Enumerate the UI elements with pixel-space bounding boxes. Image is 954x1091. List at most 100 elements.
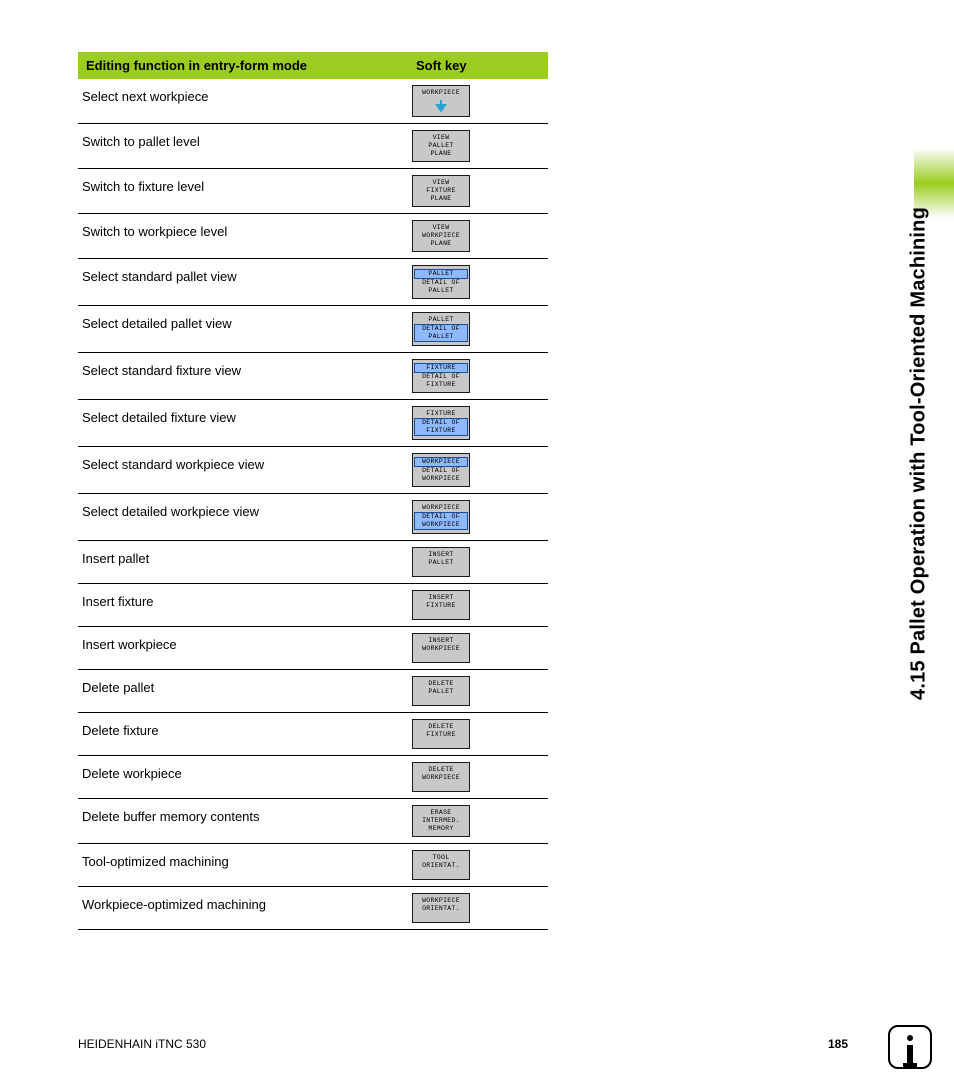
softkey-line: PALLET (414, 559, 468, 567)
table-row: Select next workpiece WORKPIECE (78, 79, 548, 124)
softkey-cell: FIXTUREDETAIL OFFIXTURE (408, 353, 548, 400)
softkey-cell: FIXTUREDETAIL OFFIXTURE (408, 400, 548, 447)
table-header-softkey: Soft key (408, 52, 548, 79)
softkey-line: INTERMED. (414, 817, 468, 825)
softkey-line: DETAIL OF (414, 373, 468, 381)
softkey-line: INSERT (414, 551, 468, 559)
table-row: Switch to workpiece levelVIEWWORKPIECEPL… (78, 214, 548, 259)
softkey-button[interactable]: VIEWPALLETPLANE (412, 130, 470, 162)
softkey-line: DETAIL OF (414, 324, 468, 333)
softkey-cell: WORKPIECEDETAIL OFWORKPIECE (408, 494, 548, 541)
softkey-line: FIXTURE (414, 731, 468, 739)
content-area: Editing function in entry-form mode Soft… (78, 52, 548, 930)
softkey-line: WORKPIECE (414, 504, 468, 512)
softkey-button[interactable]: PALLETDETAIL OFPALLET (412, 312, 470, 346)
page-number: 185 (828, 1037, 848, 1051)
product-name: HEIDENHAIN iTNC 530 (78, 1037, 206, 1051)
softkey-line: VIEW (414, 224, 468, 232)
table-row: Delete workpieceDELETEWORKPIECE (78, 756, 548, 799)
function-label: Select next workpiece (78, 79, 408, 124)
softkey-button[interactable]: INSERTFIXTURE (412, 590, 470, 620)
section-title-text: 4.15 Pallet Operation with Tool-Oriented… (908, 207, 931, 700)
softkey-button[interactable]: DELETEPALLET (412, 676, 470, 706)
table-row: Switch to fixture levelVIEWFIXTUREPLANE (78, 169, 548, 214)
softkey-line: DETAIL OF (414, 418, 468, 427)
softkey-button[interactable]: WORKPIECEDETAIL OFWORKPIECE (412, 453, 470, 487)
softkey-line: INSERT (414, 594, 468, 602)
function-label: Insert pallet (78, 541, 408, 584)
softkey-button[interactable]: INSERTWORKPIECE (412, 633, 470, 663)
softkey-cell: INSERTWORKPIECE (408, 627, 548, 670)
softkey-line: TOOL (414, 854, 468, 862)
softkey-line: FIXTURE (414, 187, 468, 195)
softkey-cell: VIEWFIXTUREPLANE (408, 169, 548, 214)
softkey-line: WORKPIECE (414, 645, 468, 653)
softkey-button[interactable]: INSERTPALLET (412, 547, 470, 577)
table-row: Workpiece-optimized machiningWORKPIECEOR… (78, 887, 548, 930)
page: 4.15 Pallet Operation with Tool-Oriented… (0, 0, 954, 1091)
table-row: Delete palletDELETEPALLET (78, 670, 548, 713)
softkey-line: ORIENTAT. (414, 905, 468, 913)
softkey-cell: DELETEPALLET (408, 670, 548, 713)
softkey-line: FIXTURE (414, 410, 468, 418)
softkey-line: PALLET (414, 269, 468, 279)
softkey-line: PALLET (414, 688, 468, 696)
softkey-line: DELETE (414, 723, 468, 731)
function-label: Select standard workpiece view (78, 447, 408, 494)
softkey-line: FIXTURE (414, 381, 468, 389)
softkey-button[interactable]: WORKPIECEORIENTAT. (412, 893, 470, 923)
softkey-button[interactable]: WORKPIECEDETAIL OFWORKPIECE (412, 500, 470, 534)
softkey-line: ERASE (414, 809, 468, 817)
table-row: Select detailed fixture viewFIXTUREDETAI… (78, 400, 548, 447)
softkey-button[interactable]: VIEWWORKPIECEPLANE (412, 220, 470, 252)
softkey-button[interactable]: FIXTUREDETAIL OFFIXTURE (412, 406, 470, 440)
softkey-cell: VIEWWORKPIECEPLANE (408, 214, 548, 259)
softkey-button[interactable]: DELETEFIXTURE (412, 719, 470, 749)
table-row: Delete buffer memory contentsERASEINTERM… (78, 799, 548, 844)
table-row: Select standard fixture viewFIXTUREDETAI… (78, 353, 548, 400)
softkey-button[interactable]: ERASEINTERMED.MEMORY (412, 805, 470, 837)
softkey-button[interactable]: PALLETDETAIL OFPALLET (412, 265, 470, 299)
function-label: Select standard fixture view (78, 353, 408, 400)
softkey-line: VIEW (414, 134, 468, 142)
softkey-button[interactable]: DELETEWORKPIECE (412, 762, 470, 792)
softkey-button[interactable]: WORKPIECE (412, 85, 470, 117)
function-label: Select detailed workpiece view (78, 494, 408, 541)
softkey-line: WORKPIECE (414, 521, 468, 530)
softkey-line: DELETE (414, 680, 468, 688)
editing-functions-table: Editing function in entry-form mode Soft… (78, 52, 548, 930)
table-row: Insert fixtureINSERTFIXTURE (78, 584, 548, 627)
softkey-cell: PALLETDETAIL OFPALLET (408, 259, 548, 306)
softkey-cell: DELETEWORKPIECE (408, 756, 548, 799)
softkey-line: DETAIL OF (414, 279, 468, 287)
table-row: Select standard workpiece viewWORKPIECED… (78, 447, 548, 494)
softkey-cell: WORKPIECEDETAIL OFWORKPIECE (408, 447, 548, 494)
function-label: Delete buffer memory contents (78, 799, 408, 844)
softkey-button[interactable]: VIEWFIXTUREPLANE (412, 175, 470, 207)
softkey-cell: WORKPIECEORIENTAT. (408, 887, 548, 930)
softkey-cell: INSERTFIXTURE (408, 584, 548, 627)
function-label: Insert workpiece (78, 627, 408, 670)
softkey-line: WORKPIECE (414, 89, 468, 97)
softkey-button[interactable]: FIXTUREDETAIL OFFIXTURE (412, 359, 470, 393)
table-row: Select detailed workpiece viewWORKPIECED… (78, 494, 548, 541)
function-label: Select detailed fixture view (78, 400, 408, 447)
softkey-line: MEMORY (414, 825, 468, 833)
softkey-cell: PALLETDETAIL OFPALLET (408, 306, 548, 353)
softkey-cell: DELETEFIXTURE (408, 713, 548, 756)
function-label: Insert fixture (78, 584, 408, 627)
softkey-button[interactable]: TOOLORIENTAT. (412, 850, 470, 880)
softkey-line: FIXTURE (414, 602, 468, 610)
softkey-line: INSERT (414, 637, 468, 645)
softkey-cell: WORKPIECE (408, 79, 548, 124)
softkey-line: FIXTURE (414, 427, 468, 436)
softkey-line: ORIENTAT. (414, 862, 468, 870)
softkey-line: DETAIL OF (414, 512, 468, 521)
softkey-line: WORKPIECE (414, 897, 468, 905)
info-icon (888, 1025, 932, 1069)
section-title-vertical: 4.15 Pallet Operation with Tool-Oriented… (904, 40, 934, 700)
softkey-line: VIEW (414, 179, 468, 187)
softkey-cell: TOOLORIENTAT. (408, 844, 548, 887)
softkey-line: WORKPIECE (414, 232, 468, 240)
softkey-cell: INSERTPALLET (408, 541, 548, 584)
